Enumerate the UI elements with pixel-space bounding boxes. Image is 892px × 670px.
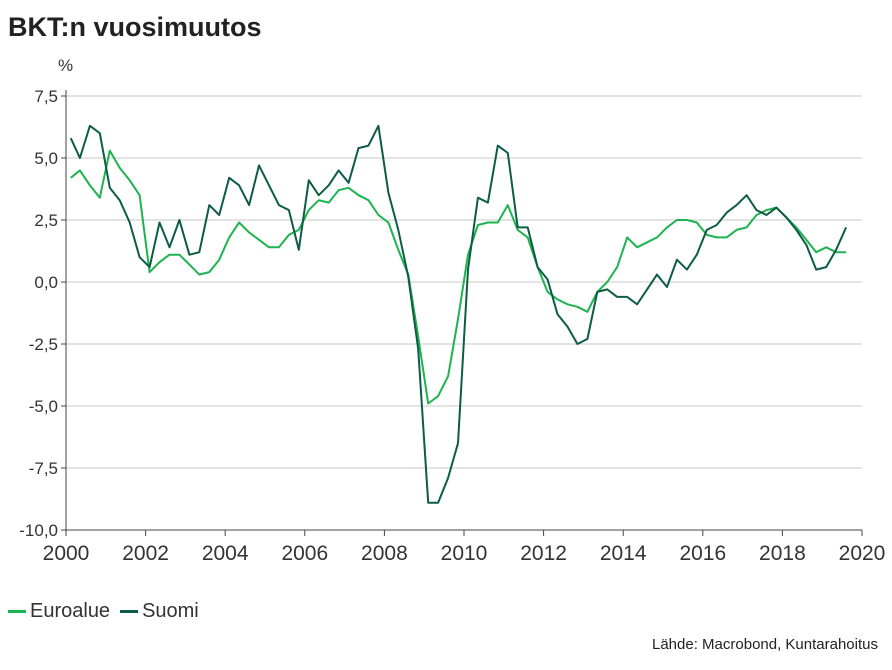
legend-label-euroalue: Euroalue: [30, 600, 111, 622]
x-tick-label: 2000: [43, 542, 90, 565]
y-tick-label: 0,0: [34, 273, 58, 292]
x-tick-label: 2012: [520, 542, 567, 565]
legend-item-euroalue: Euroalue: [8, 600, 110, 623]
y-tick-label: -5,0: [29, 397, 58, 416]
series-line-euroalue: [70, 149, 847, 405]
legend-item-suomi: Suomi: [120, 600, 199, 623]
series-line-suomi: [69, 124, 848, 504]
legend-label-suomi: Suomi: [142, 600, 199, 622]
y-tick-label: -2,5: [29, 335, 58, 354]
y-tick-label: 7,5: [34, 87, 58, 106]
legend-swatch-suomi: [120, 610, 139, 613]
x-tick-label: 2006: [281, 542, 328, 565]
x-tick-label: 2020: [839, 542, 886, 565]
gridlines: [66, 95, 862, 531]
chart-title: BKT:n vuosimuutos: [8, 12, 262, 42]
series-lines: [69, 124, 848, 504]
y-tick-label: 2,5: [34, 211, 58, 230]
axes: 7,5 5,0 2,5 0,0 -2,5 -5,0 -7,5 -10,0 2000 2002 200…: [19, 87, 885, 565]
y-tick-label: -7,5: [29, 459, 58, 478]
legend: Euroalue Suomi: [8, 600, 209, 623]
y-axis-unit-label: %: [58, 56, 74, 75]
legend-swatch-euroalue: [8, 610, 26, 613]
x-tick-label: 2008: [361, 542, 408, 565]
x-tick-label: 2002: [122, 542, 169, 565]
y-tick-label: -10,0: [19, 521, 58, 540]
x-tick-label: 2004: [202, 542, 249, 565]
x-tick-label: 2014: [600, 542, 647, 565]
x-tick-label: 2018: [759, 542, 806, 565]
x-tick-label: 2010: [441, 542, 488, 565]
x-tick-label: 2016: [679, 542, 726, 565]
y-tick-label: 5,0: [34, 149, 58, 168]
source-note: Lähde: Macrobond, Kuntarahoitus: [652, 636, 878, 653]
